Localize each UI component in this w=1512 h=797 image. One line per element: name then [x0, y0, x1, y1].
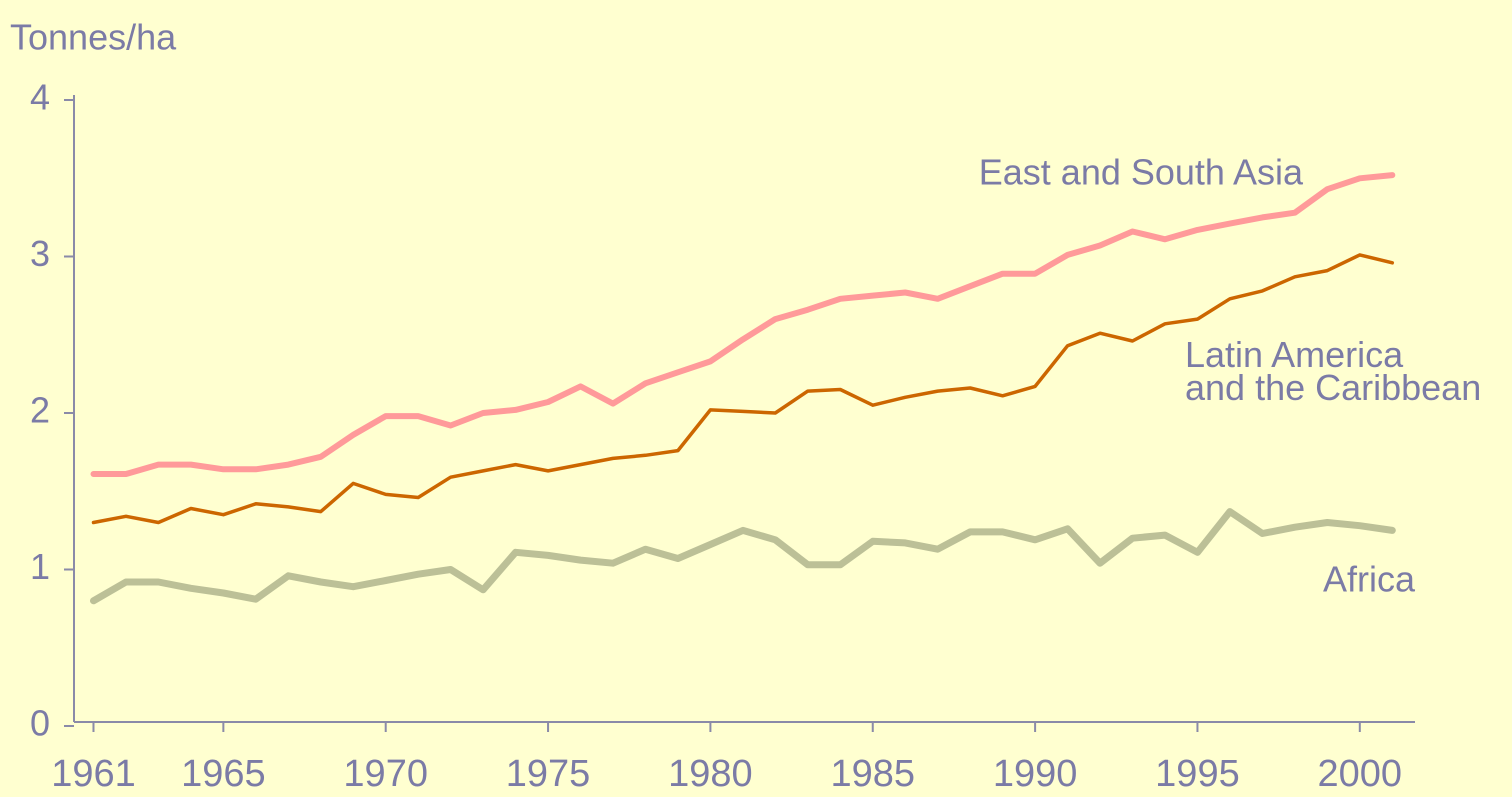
y-tick-label: 2	[30, 390, 50, 431]
series-label: Africa	[1323, 559, 1416, 600]
x-tick-label: 1970	[343, 753, 428, 795]
x-tick-label: 1961	[51, 753, 136, 795]
y-tick-label: 4	[30, 77, 50, 118]
series-line	[90, 508, 1396, 605]
series-label: East and South Asia	[979, 152, 1304, 193]
y-tick-label: 3	[30, 233, 50, 274]
series-line	[90, 172, 1396, 477]
series-label-line: and the Caribbean	[1185, 367, 1481, 408]
series-line	[91, 253, 1395, 525]
x-tick-label: 2000	[1318, 753, 1403, 795]
y-tick-label: 0	[30, 703, 50, 744]
series-label: Latin America and the Caribbean	[1185, 334, 1481, 408]
x-tick-label: 1975	[506, 753, 591, 795]
x-tick-label: 1995	[1155, 753, 1240, 795]
x-tick-label: 1990	[993, 753, 1078, 795]
x-tick-label: 1965	[181, 753, 266, 795]
x-tick-label: 1980	[668, 753, 753, 795]
y-tick-label: 1	[30, 546, 50, 587]
series-label-line: Latin America	[1185, 334, 1404, 375]
y-axis-label: Tonnes/ha	[10, 17, 177, 58]
x-tick-label: 1985	[830, 753, 915, 795]
